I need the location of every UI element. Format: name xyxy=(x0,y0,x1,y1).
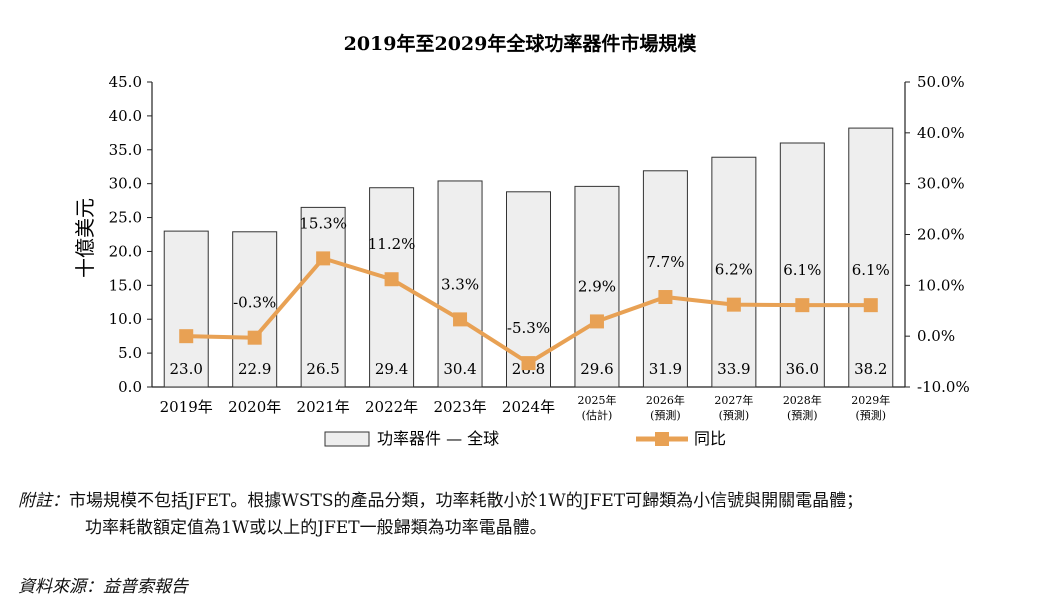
category-label: 2024年 xyxy=(502,398,555,416)
yoy-value-label: 3.3% xyxy=(441,275,479,293)
yoy-value-label: 6.2% xyxy=(715,261,753,279)
left-tick-label: 20.0 xyxy=(109,242,142,260)
chart: 2019年至2029年全球功率器件市場規模 十億美元 0.0 5.0 10.0 15.… xyxy=(73,32,970,448)
left-tick-label: 25.0 xyxy=(109,209,142,227)
yoy-value-label: -0.3% xyxy=(233,294,276,312)
category-label: 2019年 xyxy=(160,398,213,416)
right-tick-label: 50.0% xyxy=(917,73,965,91)
bar-value-label: 26.5 xyxy=(306,360,339,378)
yoy-point xyxy=(863,298,878,313)
yoy-value-label: 7.7% xyxy=(646,253,684,271)
yoy-point xyxy=(247,330,262,345)
yoy-point xyxy=(589,314,604,329)
category-sublabel: (預測) xyxy=(719,408,750,422)
yoy-value-label: 11.2% xyxy=(368,235,416,253)
category-label: 2023年 xyxy=(433,398,486,416)
left-tick-label: 35.0 xyxy=(109,141,142,159)
category-label: 2021年 xyxy=(297,398,350,416)
yoy-value-label: 15.3% xyxy=(299,214,347,232)
category-label: 2022年 xyxy=(365,398,418,416)
legend-bar-swatch xyxy=(324,431,370,447)
note-line-2: 功率耗散額定值為1W或以上的JFET一般歸類為功率電晶體。 xyxy=(85,518,547,538)
left-tick-label: 40.0 xyxy=(109,107,142,125)
yoy-point xyxy=(795,298,810,313)
left-tick-label: 15.0 xyxy=(109,276,142,294)
bar xyxy=(711,156,757,388)
left-tick-label: 5.0 xyxy=(118,344,142,362)
category-label: 2026年 xyxy=(646,393,685,407)
category-label: 2020年 xyxy=(228,398,281,416)
bar xyxy=(300,206,346,388)
yoy-point xyxy=(179,329,194,344)
right-tick-label: 30.0% xyxy=(917,175,965,193)
bar xyxy=(574,185,620,388)
yoy-point xyxy=(384,272,399,287)
right-tick-label: 0.0% xyxy=(917,327,955,345)
category-label: 2029年 xyxy=(851,393,890,407)
legend-bar-label: 功率器件 — 全球 xyxy=(377,429,499,448)
category-label: 2027年 xyxy=(714,393,753,407)
bar-value-label: 29.4 xyxy=(375,360,408,378)
bar-value-label: 33.9 xyxy=(717,360,750,378)
yoy-point xyxy=(316,251,331,266)
left-tick-label: 45.0 xyxy=(109,73,142,91)
left-tick-label: 10.0 xyxy=(109,310,142,328)
bar-value-label: 30.4 xyxy=(443,360,476,378)
bar-value-label: 23.0 xyxy=(170,360,203,378)
left-tick-label: 0.0 xyxy=(118,378,142,396)
bar-value-label: 36.0 xyxy=(786,360,819,378)
legend-line-label: 同比 xyxy=(694,429,726,448)
category-label: 2028年 xyxy=(783,393,822,407)
legend-line-marker xyxy=(655,432,669,446)
bar-value-label: 29.6 xyxy=(580,360,613,378)
category-sublabel: (預測) xyxy=(855,408,886,422)
bar xyxy=(232,231,278,388)
legend: 功率器件 — 全球 同比 xyxy=(324,429,726,448)
yoy-value-label: 6.1% xyxy=(852,261,890,279)
axes: 0.0 5.0 10.0 15.0 20.0 25.0 30.0 35.0 40.0 45.0 -1… xyxy=(109,73,970,422)
bars: 23.022.926.529.430.428.829.631.933.936.0… xyxy=(163,127,894,388)
yoy-line: -0.3% 15.3% 11.2% 3.3% -5.3% 2.9% 7.7% 6.2% 6.1%… xyxy=(179,214,890,371)
bar xyxy=(779,142,825,388)
right-tick-label: -10.0% xyxy=(917,378,970,396)
left-tick-label: 30.0 xyxy=(109,175,142,193)
source: 資料來源：益普索報告 xyxy=(18,577,188,597)
bar xyxy=(163,230,209,388)
right-tick-label: 10.0% xyxy=(917,276,965,294)
category-label: 2025年 xyxy=(577,393,616,407)
bar-value-label: 31.9 xyxy=(649,360,682,378)
category-sublabel: (預測) xyxy=(650,408,681,422)
yoy-value-label: 6.1% xyxy=(783,261,821,279)
right-tick-label: 20.0% xyxy=(917,226,965,244)
yoy-point xyxy=(453,312,468,327)
yoy-value-label: -5.3% xyxy=(507,319,550,337)
note-line-1: 附註：市場規模不包括JFET。根據WSTS的產品分類，功率耗散小於1W的JFET… xyxy=(18,488,863,514)
note-label: 附註： xyxy=(18,491,69,511)
y-axis-label: 十億美元 xyxy=(73,198,97,278)
chart-title: 2019年至2029年全球功率器件市場規模 xyxy=(344,32,698,55)
bar xyxy=(437,180,483,388)
right-tick-label: 40.0% xyxy=(917,124,965,142)
bar-value-label: 38.2 xyxy=(854,360,887,378)
note-text-1: 市場規模不包括JFET。根據WSTS的產品分類，功率耗散小於1W的JFET可歸類… xyxy=(69,491,864,511)
bar xyxy=(642,170,688,388)
category-sublabel: (預測) xyxy=(787,408,818,422)
yoy-point xyxy=(521,356,536,371)
yoy-point xyxy=(658,290,673,305)
bar-value-label: 22.9 xyxy=(238,360,271,378)
yoy-point xyxy=(726,297,741,312)
category-sublabel: (估計) xyxy=(582,408,613,422)
yoy-value-label: 2.9% xyxy=(578,277,616,295)
bar xyxy=(848,127,894,388)
